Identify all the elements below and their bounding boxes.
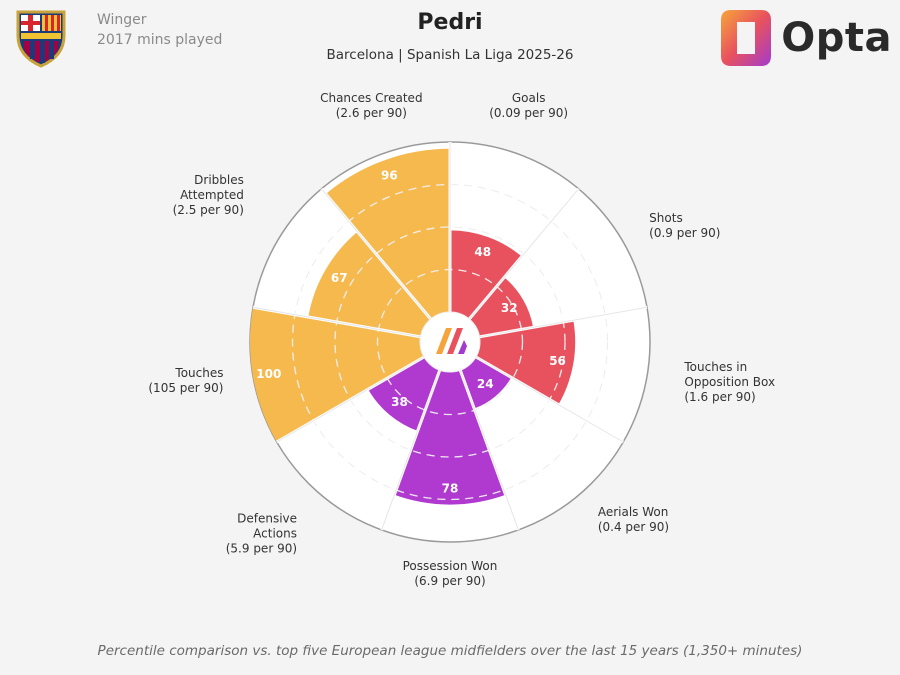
spoke (381, 370, 441, 531)
value-label: 78 (442, 482, 459, 496)
grid-ring (292, 184, 608, 500)
spoke (475, 356, 624, 443)
center-logo-icon (436, 328, 452, 354)
club-crest-icon (16, 10, 66, 68)
opta-wordmark: Opta (781, 15, 892, 61)
axis-label: Aerials Won (0.4 per 90) (598, 505, 669, 534)
spoke (252, 306, 421, 338)
axis-label: Chances Created (2.6 per 90) (320, 91, 422, 120)
position-label: Winger (97, 12, 147, 28)
spoke (459, 370, 519, 531)
axis-label: Defensive Actions (5.9 per 90) (226, 511, 297, 555)
radar-bar (394, 370, 506, 505)
footnote: Percentile comparison vs. top five Europ… (97, 643, 803, 659)
axis-label: Goals (0.09 per 90) (489, 91, 568, 120)
value-label: 100 (256, 367, 281, 381)
center-logo-icon (447, 328, 463, 354)
page-title: Pedri (417, 10, 483, 35)
value-label: 32 (501, 301, 518, 315)
minutes-played: 2017 mins played (97, 32, 223, 48)
axis-label: Possession Won (6.9 per 90) (403, 559, 498, 588)
opta-mark-icon (721, 10, 772, 66)
page-subtitle: Barcelona | Spanish La Liga 2025-26 (326, 47, 574, 63)
title-block: Pedri Barcelona | Spanish La Liga 2025-2… (0, 8, 900, 63)
center-hub (419, 311, 481, 373)
axis-label: Shots (0.9 per 90) (649, 211, 720, 240)
axis-label: Dribbles Attempted (2.5 per 90) (173, 173, 244, 217)
radar-bar (460, 357, 512, 409)
spoke (479, 306, 648, 338)
header-left: Winger 2017 mins played (12, 8, 222, 68)
axis-label: Touches in Opposition Box (1.6 per 90) (683, 360, 775, 404)
radar-bar (249, 307, 425, 442)
radar-bar (469, 277, 534, 337)
value-label: 24 (477, 377, 494, 391)
player-meta: Winger 2017 mins played (97, 10, 222, 50)
value-label: 56 (549, 354, 566, 368)
radar-bar (368, 357, 440, 431)
grid-ring (334, 226, 566, 458)
value-label: 96 (381, 168, 398, 182)
value-label: 48 (474, 245, 491, 259)
opta-logo: Opta (717, 6, 892, 70)
spoke (276, 356, 425, 443)
value-label: 38 (391, 395, 408, 409)
spoke (321, 188, 432, 320)
value-label: 67 (331, 271, 348, 285)
axis-label: Touches (105 per 90) (148, 366, 223, 395)
radar-bar (450, 230, 522, 320)
center-logo-icon (458, 340, 467, 354)
spoke (468, 188, 579, 320)
radar-bar (475, 320, 576, 405)
